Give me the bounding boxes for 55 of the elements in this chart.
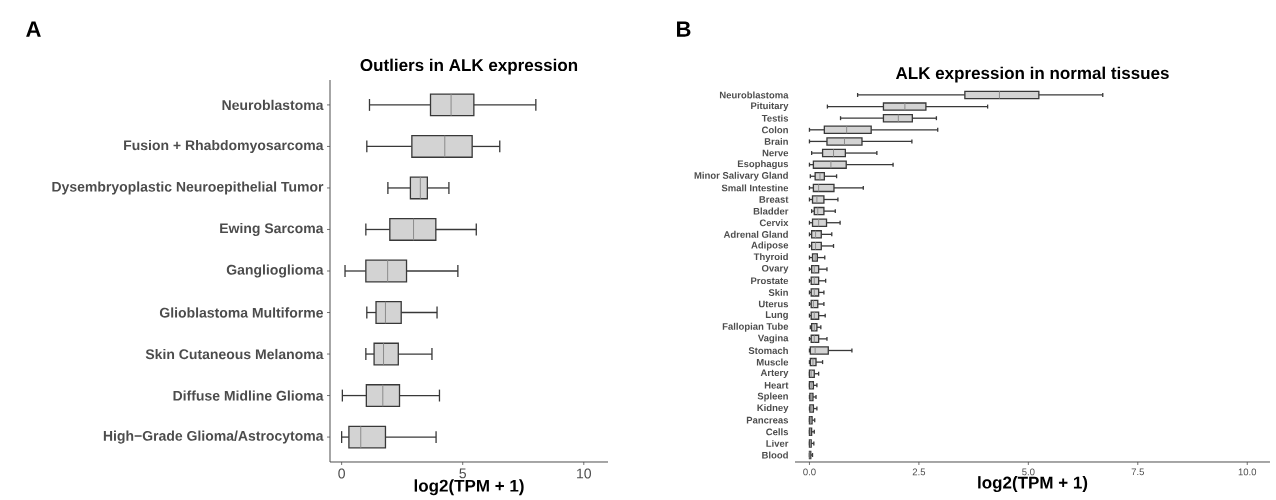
y-tick-label: Thyroid [753,253,788,262]
y-tick-label: Minor Salivary Gland [694,171,788,181]
text: B [677,21,691,37]
x-tick-label: 0.0 [803,468,816,476]
y-tick-label: Colon [761,126,788,134]
y-tick-label: Skin [768,288,788,296]
y-tick-label: Liver [766,439,789,447]
y-tick-label: Ewing Sarcoma [220,222,324,237]
x-tick-label: 2.5 [912,468,926,476]
y-tick-label: Adrenal Gland [723,230,788,238]
x-axis-title: log2(TPM + 1) [978,476,1088,493]
y-tick-label: Pituitary [751,102,789,112]
y-tick-label: Vagina [757,334,789,344]
chart-title: ALK expression in normal tissues [895,66,1169,83]
x-tick-label: 0 [338,468,345,479]
y-tick-label: Muscle [756,358,789,366]
y-tick-label: Glioblastoma Multiforme [159,307,323,318]
y-tick-label: Esophagus [737,160,789,170]
y-tick-label: Heart [764,382,789,389]
x-axis-title: log2(TPM + 1) [414,479,524,496]
x-tick-label: 10.0 [1238,468,1257,476]
y-tick-label: Ovary [761,264,789,274]
y-tick-label: Prostate [751,277,789,285]
y-tick-label: Bladder [753,207,789,215]
y-tick-label: Small Intestine [721,184,789,192]
text: A [26,21,41,37]
y-tick-label: Breast [759,196,789,203]
x-tick-label: 10 [577,468,592,479]
y-tick-label: Neuroblastoma [719,91,789,99]
y-tick-label: Skin Cutaneous Melanoma [145,348,324,360]
x-tick-label: 5 [459,468,467,479]
y-tick-label: Dysembryoplastic Neuroepithelial Tumor [52,181,324,195]
y-tick-label: Fusion + Rhabdomyosarcoma [124,139,324,153]
y-tick-label: Adipose [751,241,789,251]
y-tick-label: Artery [760,369,789,378]
chart-title: Outliers in ALK expression [360,58,578,75]
y-tick-label: High−Grade Glioma/Astrocytoma [103,430,324,444]
y-tick-label: Neuroblastoma [222,99,324,111]
y-tick-label: Spleen [757,392,788,402]
x-tick-label: 7.5 [1131,468,1144,476]
y-tick-label: Fallopian Tube [722,322,789,332]
y-tick-label: Brain [764,137,788,145]
y-tick-label: Nerve [762,149,789,157]
y-tick-label: Diffuse Midline Glioma [173,390,324,401]
y-tick-label: Blood [762,451,788,459]
y-tick-label: Lung [765,311,788,320]
y-tick-label: Testis [761,114,789,122]
y-tick-label: Pancreas [746,416,789,424]
y-tick-label: Kidney [757,404,789,413]
x-tick-label: 5.0 [1022,468,1035,476]
y-tick-label: Cervix [759,219,789,227]
y-tick-label: Stomach [748,347,788,354]
y-tick-label: Cells [766,428,789,436]
y-tick-label: Uterus [758,300,789,308]
y-tick-label: Ganglioglioma [226,264,324,278]
